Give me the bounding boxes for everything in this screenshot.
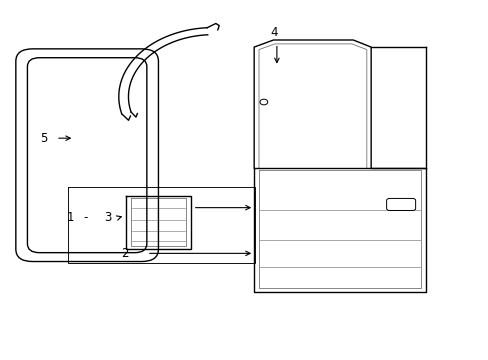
- Text: 5: 5: [40, 132, 47, 145]
- Text: 4: 4: [270, 26, 278, 39]
- Text: 3: 3: [104, 211, 111, 224]
- Text: 1: 1: [67, 211, 74, 224]
- Text: 2: 2: [121, 247, 128, 260]
- Text: -: -: [83, 211, 88, 224]
